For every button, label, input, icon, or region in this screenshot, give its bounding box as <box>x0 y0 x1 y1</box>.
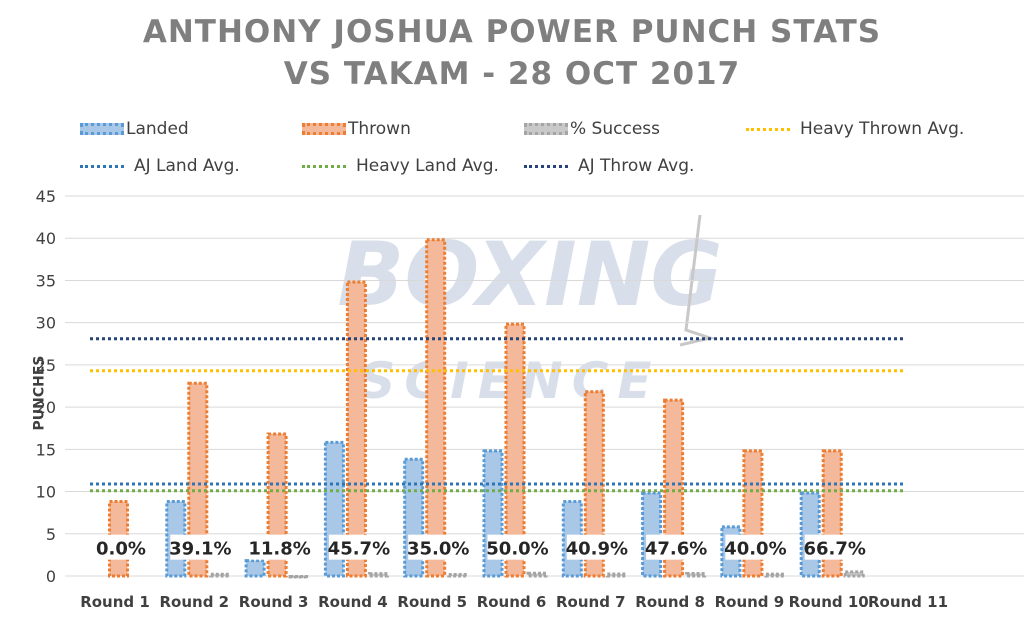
success-bar[interactable] <box>288 575 310 579</box>
pct-label: 0.0% <box>96 539 146 560</box>
landed-bar[interactable] <box>641 491 663 578</box>
chart-title-line1: ANTHONY JOSHUA POWER PUNCH STATS <box>142 14 882 50</box>
success-bar[interactable] <box>843 570 865 578</box>
thrown-bar[interactable] <box>425 238 447 578</box>
legend-item-aj-throw[interactable]: AJ Throw Avg. <box>524 156 694 176</box>
pct-label-bg <box>91 534 151 560</box>
y-tick-label: 45 <box>36 187 56 206</box>
legend-swatch-success <box>524 123 568 135</box>
legend-swatch-thrown <box>302 123 346 135</box>
pct-label: 45.7% <box>328 539 390 560</box>
success-bar[interactable] <box>605 572 627 578</box>
landed-bar[interactable] <box>244 559 266 578</box>
success-bar[interactable] <box>209 572 231 578</box>
x-tick-label: Round 10 <box>789 593 869 611</box>
y-tick-label: 10 <box>36 483 56 502</box>
pct-label-bg <box>646 534 707 560</box>
landed-bar[interactable] <box>799 491 821 578</box>
x-tick-label: Round 6 <box>477 593 547 611</box>
success-bar[interactable] <box>685 571 707 578</box>
legend-item-thrown[interactable]: Thrown <box>302 119 411 139</box>
chart-title-line2: VS TAKAM - 28 OCT 2017 <box>283 56 741 92</box>
legend-swatch-heavy-thrown <box>746 127 790 131</box>
success-bar[interactable] <box>764 572 786 578</box>
pct-label-bg <box>408 534 469 560</box>
legend-label-landed: Landed <box>126 119 189 139</box>
thrown-bar[interactable] <box>504 322 526 578</box>
pct-label: 40.9% <box>566 539 628 560</box>
y-tick-label: 15 <box>36 440 56 459</box>
pct-label-bg <box>170 534 231 560</box>
pct-label: 40.0% <box>724 539 786 560</box>
legend-item-heavy-thrown[interactable]: Heavy Thrown Avg. <box>746 119 964 139</box>
legend-swatch-aj-throw <box>524 164 568 168</box>
x-tick-label: Round 8 <box>635 593 705 611</box>
x-tick-label: Round 4 <box>318 593 388 611</box>
thrown-bar[interactable] <box>187 381 209 578</box>
pct-label-bg <box>725 534 786 560</box>
y-tick-label: 5 <box>46 525 56 544</box>
success-bar[interactable] <box>526 571 548 578</box>
legend-label-aj-throw: AJ Throw Avg. <box>578 156 695 176</box>
x-tick-label: Round 11 <box>868 593 948 611</box>
legend-label-success: % Success <box>570 119 660 139</box>
pct-label: 11.8% <box>248 539 310 560</box>
pct-label: 66.7% <box>803 539 865 560</box>
legend-label-heavy-land: Heavy Land Avg. <box>356 156 499 176</box>
legend-item-aj-land[interactable]: AJ Land Avg. <box>80 156 240 176</box>
y-tick-label: 35 <box>36 271 56 290</box>
pct-label: 50.0% <box>486 539 548 560</box>
thrown-bar[interactable] <box>663 398 685 578</box>
watermark-bolt-icon <box>679 214 716 347</box>
y-tick-label: 25 <box>36 356 56 375</box>
pct-label: 47.6% <box>645 539 707 560</box>
pct-label-bg <box>487 534 548 560</box>
legend-item-landed[interactable]: Landed <box>80 119 189 139</box>
pct-label: 39.1% <box>169 539 231 560</box>
success-bar[interactable] <box>447 573 469 578</box>
x-tick-label: Round 9 <box>715 593 785 611</box>
pct-label-bg <box>249 534 310 560</box>
pct-label-bg <box>804 534 865 560</box>
x-tick-label: Round 5 <box>397 593 467 611</box>
legend-label-thrown: Thrown <box>348 119 411 139</box>
pct-label-bg <box>566 534 627 560</box>
thrown-bar[interactable] <box>345 280 367 578</box>
y-tick-label: 30 <box>36 314 56 333</box>
x-tick-label: Round 1 <box>80 593 150 611</box>
legend-item-success[interactable]: % Success <box>524 119 660 139</box>
y-tick-label: 20 <box>36 398 56 417</box>
legend-label-aj-land: AJ Land Avg. <box>134 156 240 176</box>
legend-swatch-landed <box>80 123 124 135</box>
x-tick-label: Round 7 <box>556 593 626 611</box>
pct-label-bg <box>328 534 389 560</box>
watermark-line1: BOXING <box>337 223 722 326</box>
legend-swatch-aj-land <box>80 164 124 168</box>
y-tick-label: 40 <box>36 229 56 248</box>
legend-label-heavy-thrown: Heavy Thrown Avg. <box>800 119 965 139</box>
legend-swatch-heavy-land <box>302 164 346 168</box>
boxing-science-watermark: BOXING SCIENCE <box>337 214 723 410</box>
y-tick-label: 0 <box>46 567 56 586</box>
legend-item-heavy-land[interactable]: Heavy Land Avg. <box>302 156 499 176</box>
x-tick-label: Round 3 <box>239 593 309 611</box>
pct-label: 35.0% <box>407 539 469 560</box>
success-bar[interactable] <box>367 572 389 578</box>
x-tick-label: Round 2 <box>159 593 229 611</box>
